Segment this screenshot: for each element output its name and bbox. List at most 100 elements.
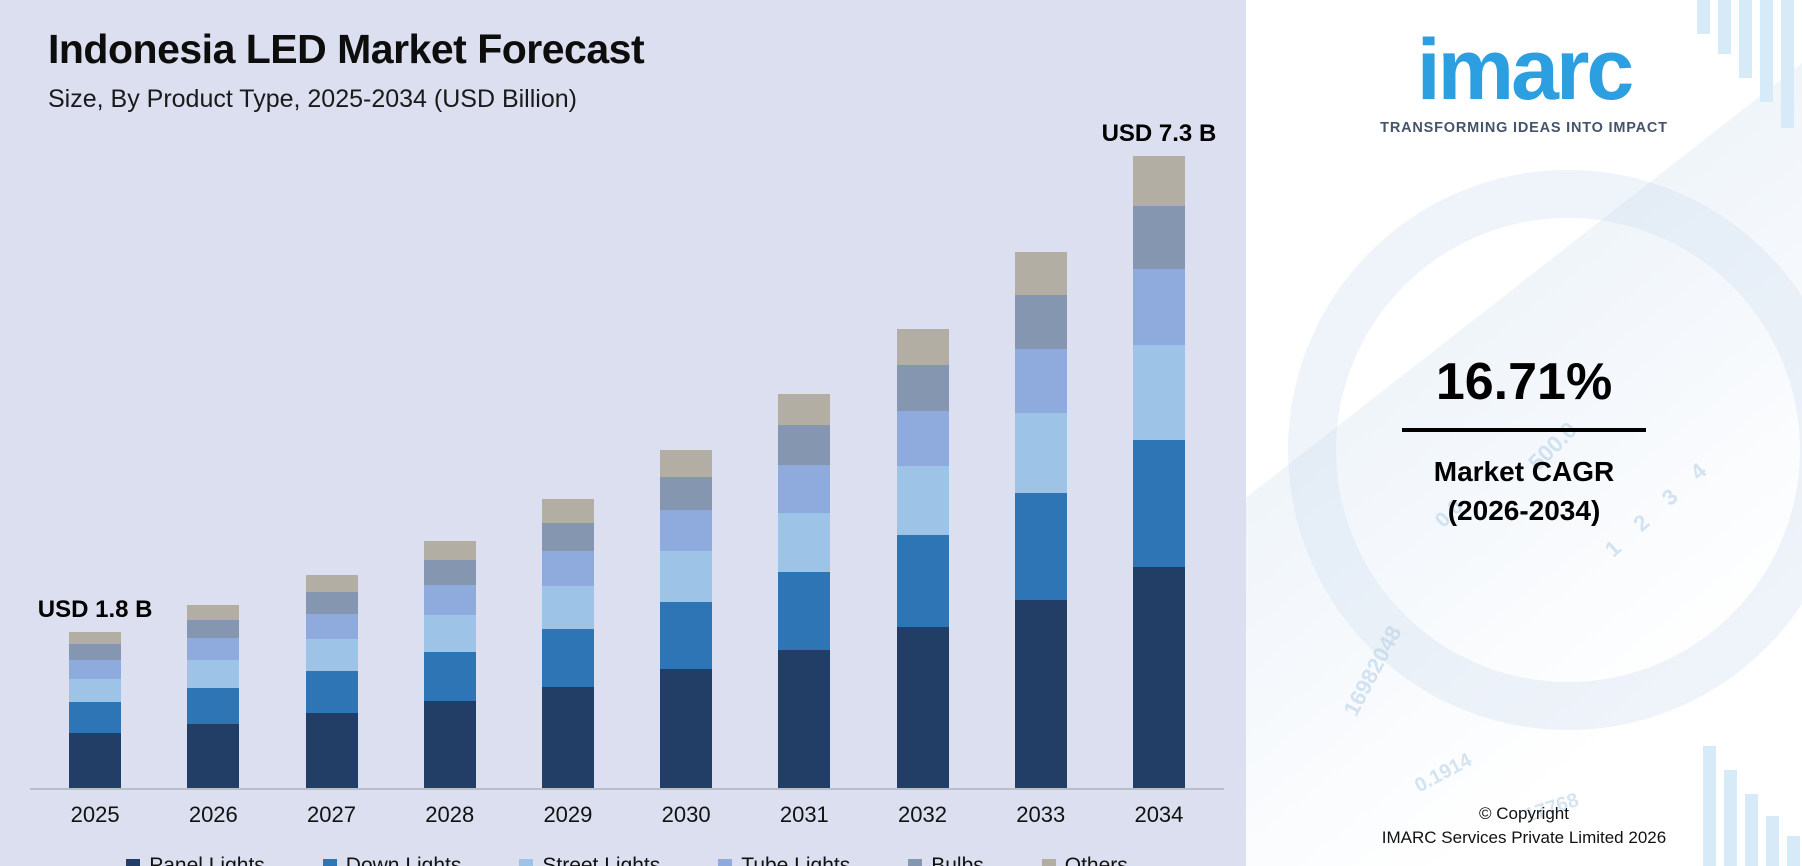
copyright-line2: IMARC Services Private Limited 2026 [1381, 828, 1667, 848]
bar-segment-panel-lights [1132, 566, 1185, 788]
bar-segment-down-lights [187, 687, 240, 724]
bar-segment-tube-lights [423, 585, 476, 615]
legend-swatch-panel-lights [126, 858, 141, 866]
bar-segment-down-lights [1014, 493, 1067, 601]
copyright-line1: © Copyright [1478, 804, 1569, 824]
bar-column-2033 [982, 120, 1100, 788]
x-axis-label-2033: 2033 [1016, 801, 1066, 827]
bar-segment-down-lights [896, 535, 949, 628]
bar-column-2031 [745, 120, 863, 788]
bar-segment-bulbs [423, 560, 476, 586]
legend-swatch-bulbs [908, 858, 923, 866]
legend-swatch-down-lights [322, 858, 337, 866]
imarc-logo-wordmark: imarc [1416, 22, 1634, 118]
x-axis-label-2026: 2026 [188, 801, 238, 827]
info-panel: imarc TRANSFORMING IDEAS INTO IMPACT 16.… [1246, 0, 1802, 866]
bar-column-2026 [154, 120, 272, 788]
bar-segment-street-lights [1132, 345, 1185, 441]
bar-segment-bulbs [187, 620, 240, 639]
bar-segment-tube-lights [69, 659, 122, 679]
decor-bar [1745, 794, 1758, 866]
bar-segment-street-lights [660, 551, 713, 603]
bar-segment-others [69, 632, 122, 645]
x-axis-label-2027: 2027 [307, 801, 356, 827]
cagr-label-line1: Market CAGR [1433, 455, 1615, 487]
legend-item-tube-lights: Tube Lights [718, 854, 850, 866]
bar-segment-panel-lights [423, 701, 476, 788]
legend-label-bulbs: Bulbs [931, 853, 984, 866]
bar-segment-panel-lights [305, 713, 358, 788]
bar-segment-down-lights [423, 652, 476, 702]
legend-label-others: Others [1064, 853, 1128, 866]
bar-annotation-2025: USD 1.8 B [37, 596, 153, 624]
legend-label-down-lights: Down Lights [345, 853, 462, 866]
decor-bar [1766, 816, 1779, 866]
bar-segment-bulbs [305, 592, 358, 614]
chart-panel: Indonesia LED Market Forecast Size, By P… [0, 0, 1246, 866]
bar-column-2027 [272, 120, 390, 788]
bar-segment-bulbs [896, 365, 949, 411]
bar-column-2032 [863, 120, 981, 788]
bar-segment-others [187, 605, 240, 621]
bar-column-2029 [509, 120, 627, 788]
bar-column-2028 [391, 120, 509, 788]
legend-label-tube-lights: Tube Lights [741, 853, 851, 866]
bar-segment-tube-lights [1132, 269, 1185, 346]
bar-segment-tube-lights [187, 638, 240, 660]
bar-segment-bulbs [1014, 295, 1067, 349]
legend-item-bulbs: Bulbs [908, 854, 984, 866]
legend-swatch-street-lights [519, 858, 534, 866]
bar-segment-down-lights [69, 702, 122, 734]
cagr-underline [1402, 427, 1646, 432]
legend-swatch-tube-lights [718, 858, 733, 866]
bar-segment-panel-lights [896, 627, 949, 788]
background-bars-decor-top [1697, 0, 1794, 128]
bar-segment-tube-lights [541, 551, 594, 586]
bar-segment-street-lights [305, 639, 358, 672]
x-axis-label-2030: 2030 [661, 801, 711, 827]
plot-area: USD 1.8 B USD 7.3 B [30, 120, 1224, 790]
legend-item-panel-lights: Panel Lights [126, 854, 265, 866]
decor-bar [1718, 0, 1731, 54]
bar-segment-down-lights [660, 602, 713, 670]
bar-segment-bulbs [778, 425, 831, 466]
bar-segment-down-lights [778, 571, 831, 651]
legend-swatch-others [1041, 858, 1056, 866]
cagr-label-line2: (2026-2034) [1447, 495, 1601, 527]
x-axis-label-2032: 2032 [898, 801, 947, 827]
chart-legend: Panel Lights Down Lights Street Lights Tube… [30, 854, 1224, 866]
bar-segment-down-lights [1132, 440, 1185, 567]
decor-bar [1697, 0, 1710, 34]
bar-segment-down-lights [305, 671, 358, 714]
bar-segment-tube-lights [896, 410, 949, 467]
bar-stack-2029 [541, 499, 594, 788]
bar-stack-2031 [778, 394, 831, 788]
bar-segment-bulbs [541, 522, 594, 551]
bar-column-2034: USD 7.3 B [1100, 120, 1218, 788]
legend-label-panel-lights: Panel Lights [149, 853, 265, 866]
bar-segment-others [1132, 156, 1185, 207]
bar-segment-tube-lights [1014, 348, 1067, 413]
bar-column-2030 [627, 120, 745, 788]
bar-segment-others [541, 499, 594, 523]
bar-segment-others [423, 540, 476, 561]
chart-subtitle: Size, By Product Type, 2025-2034 (USD Bi… [48, 85, 577, 113]
bar-segment-others [1014, 251, 1067, 296]
bar-segment-down-lights [541, 628, 594, 687]
bar-segment-street-lights [187, 659, 240, 688]
bar-segment-others [660, 450, 713, 477]
bar-segment-others [896, 328, 949, 366]
legend-item-street-lights: Street Lights [519, 854, 660, 866]
bar-segment-bulbs [69, 644, 122, 660]
cagr-value: 16.71% [1435, 352, 1613, 411]
bar-segment-bulbs [1132, 206, 1185, 270]
bar-stack-2026 [187, 605, 240, 788]
legend-item-down-lights: Down Lights [322, 853, 462, 866]
bar-stack-2034 [1132, 156, 1185, 788]
bar-stack-2028 [423, 540, 476, 788]
bar-segment-panel-lights [778, 650, 831, 788]
legend-label-street-lights: Street Lights [542, 853, 661, 866]
bar-segment-panel-lights [187, 723, 240, 788]
bar-segment-street-lights [541, 585, 594, 629]
